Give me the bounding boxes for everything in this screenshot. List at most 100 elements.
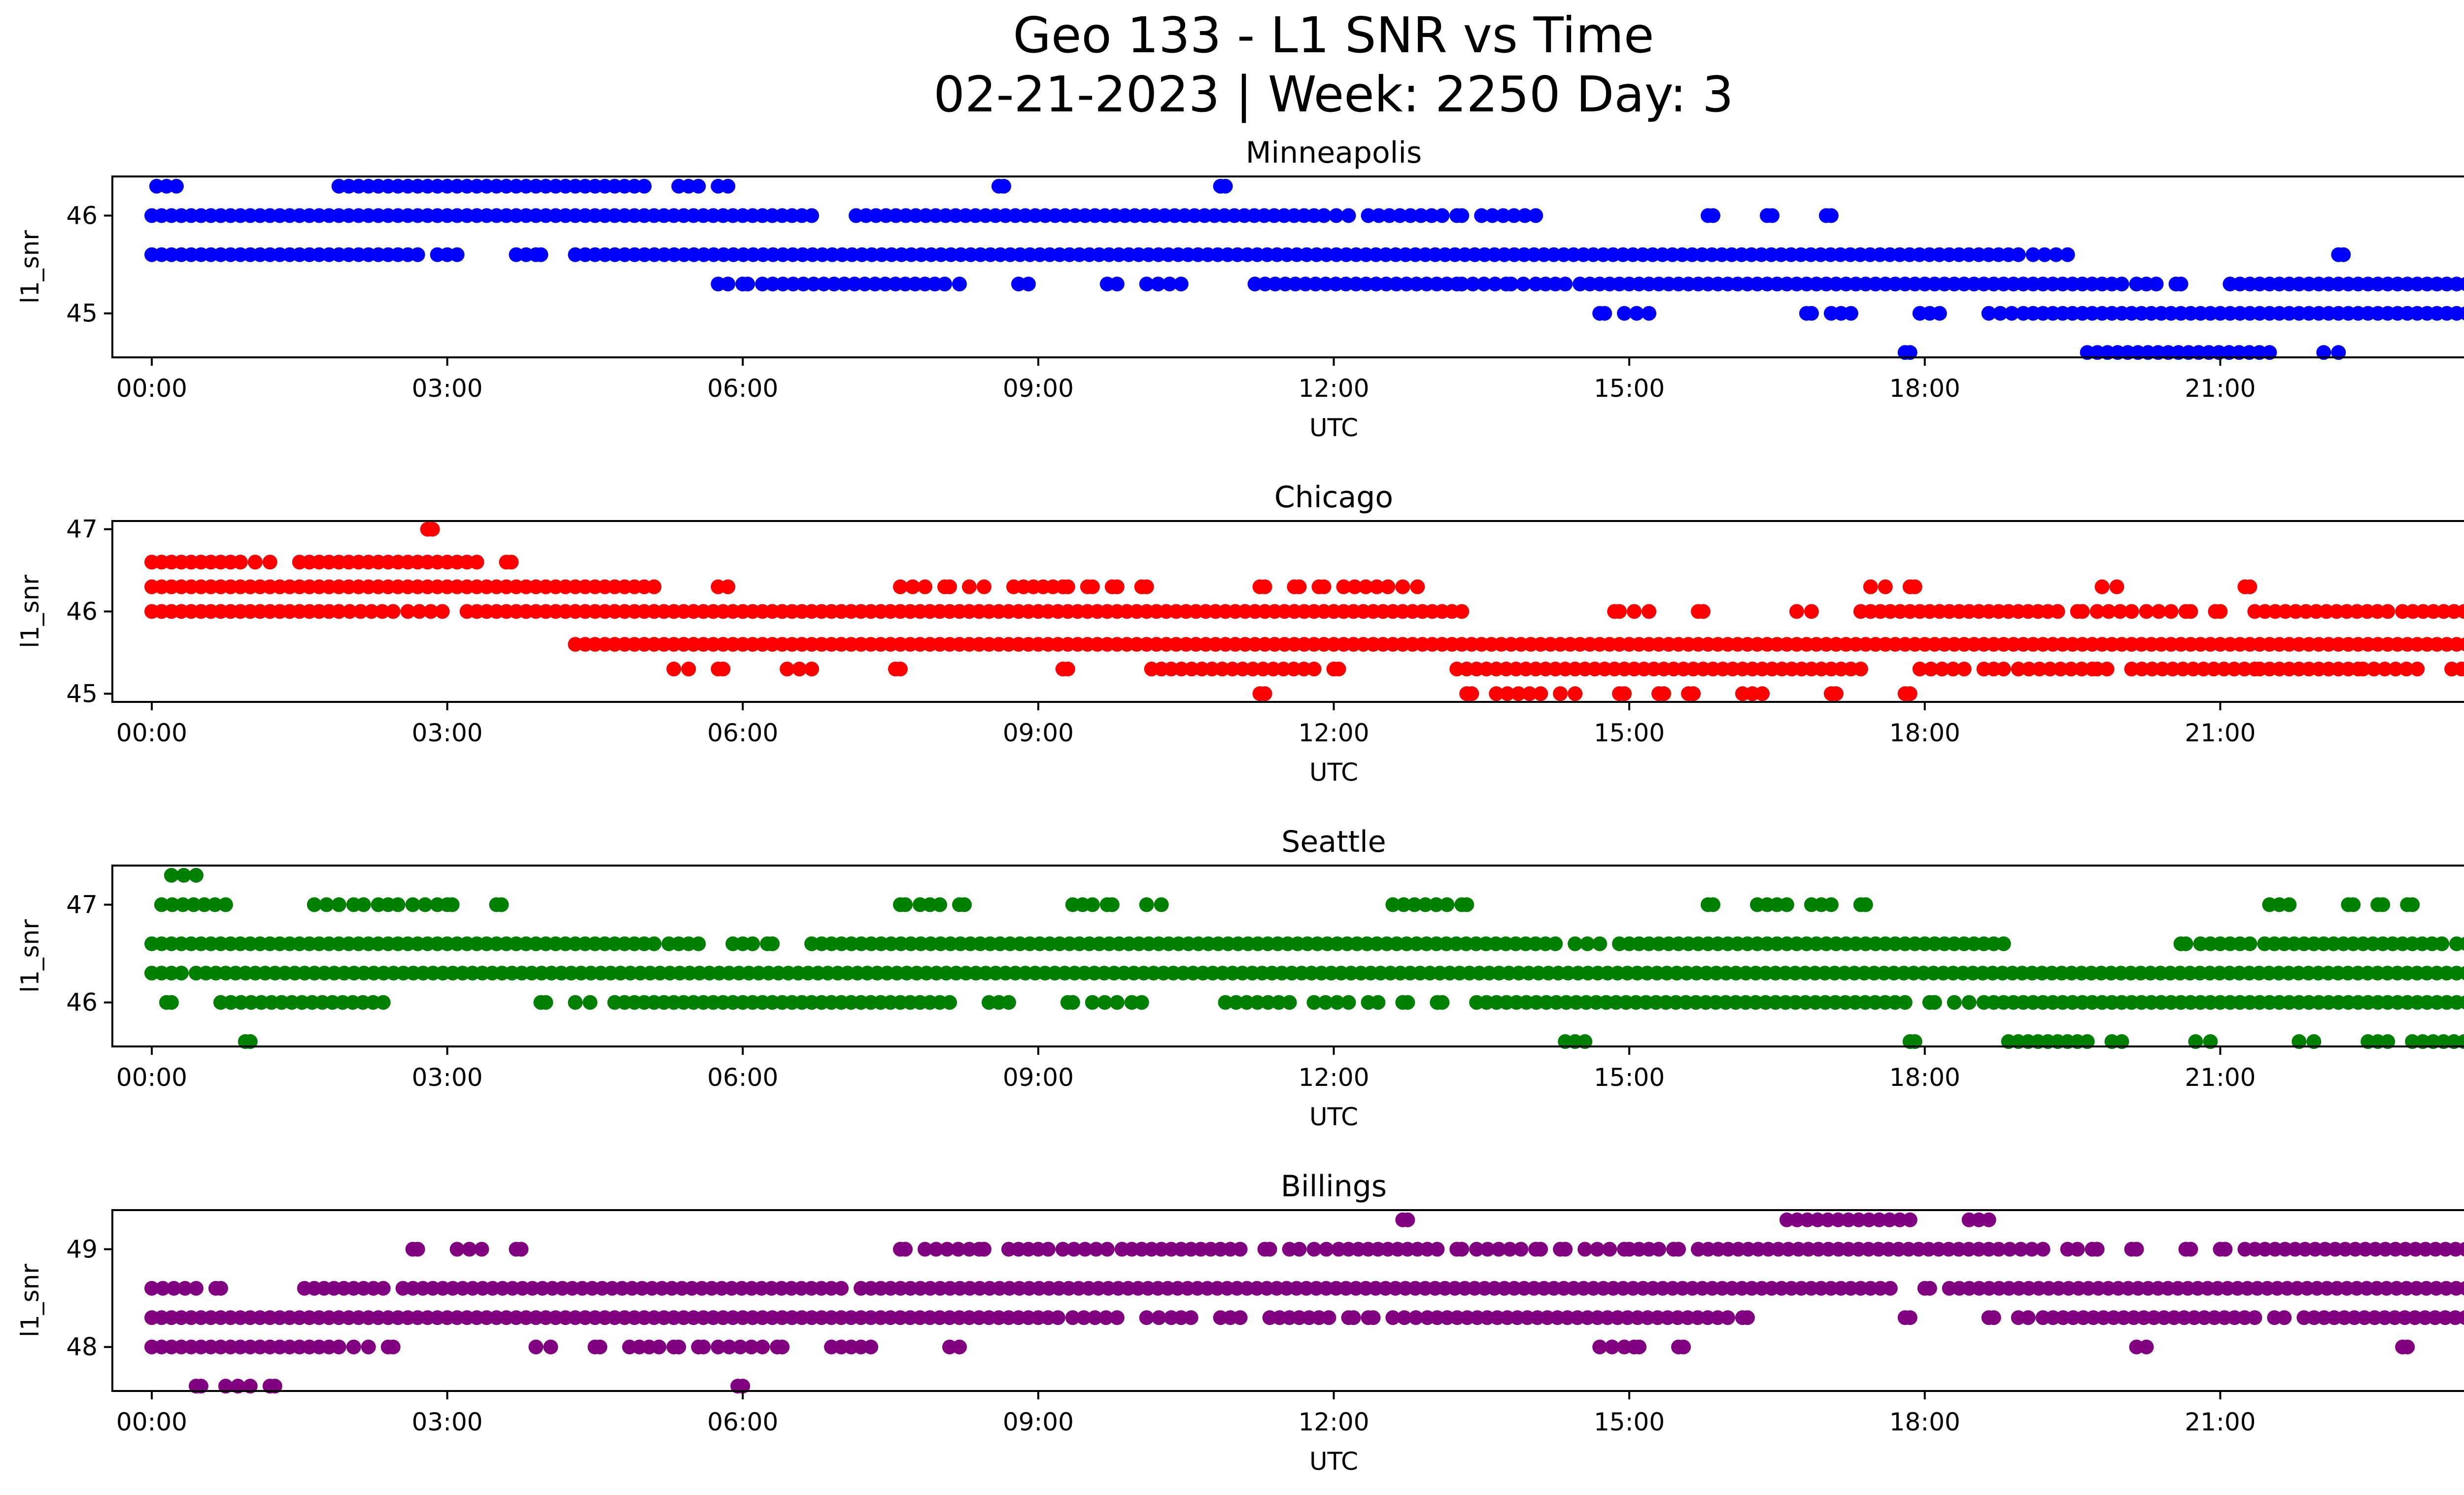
- data-point: [1262, 1242, 1277, 1257]
- data-point: [1298, 277, 1313, 292]
- data-point: [2080, 345, 2095, 360]
- data-point: [1319, 1242, 1334, 1257]
- data-point: [331, 897, 346, 912]
- data-point: [1755, 686, 1770, 701]
- data-point: [2110, 345, 2125, 360]
- data-point: [957, 897, 972, 912]
- data-point: [2377, 661, 2393, 677]
- data-point: [976, 579, 992, 594]
- data-point: [2218, 1242, 2233, 1257]
- y-tick-label: 49: [66, 1235, 98, 1263]
- data-point: [1318, 277, 1333, 292]
- data-point: [166, 1281, 181, 1296]
- data-point: [513, 1242, 529, 1257]
- data-point: [1316, 579, 1332, 594]
- data-point: [1996, 936, 2011, 951]
- data-point: [2094, 579, 2110, 594]
- data-point: [2395, 604, 2410, 619]
- data-point: [932, 897, 947, 912]
- data-point: [1789, 1212, 1805, 1227]
- data-point: [2171, 345, 2186, 360]
- y-tick-label: 46: [66, 988, 98, 1017]
- data-point: [2146, 1310, 2161, 1325]
- data-point: [1306, 661, 1322, 677]
- data-point: [1765, 208, 1780, 223]
- data-point: [952, 277, 967, 292]
- data-point: [952, 1339, 967, 1355]
- data-point: [2188, 1034, 2203, 1049]
- subplot-billings: 00:00 03:00 06:00 09:00 12:00 15:00 18:00 21:00…: [16, 1169, 2464, 1476]
- data-point: [376, 995, 391, 1010]
- x-tick-label: 21:00: [2185, 1408, 2256, 1436]
- data-point: [1399, 277, 1414, 292]
- data-point: [385, 604, 401, 619]
- data-point: [2151, 604, 2166, 619]
- data-point: [2126, 1310, 2141, 1325]
- data-point: [1491, 1242, 1506, 1257]
- data-point: [1232, 1310, 1248, 1325]
- data-point: [1232, 1242, 1248, 1257]
- data-point: [385, 1339, 401, 1355]
- data-point: [2459, 966, 2464, 980]
- data-point: [951, 1242, 966, 1257]
- data-point: [2459, 937, 2464, 951]
- data-point: [533, 247, 548, 262]
- data-point: [1134, 995, 1149, 1010]
- data-point: [1250, 995, 1265, 1010]
- data-point: [1981, 306, 1996, 321]
- data-point: [1060, 579, 1075, 594]
- data-point: [213, 1281, 228, 1296]
- data-point: [592, 1339, 608, 1355]
- data-point: [262, 555, 277, 570]
- data-point: [356, 897, 371, 912]
- data-point: [1347, 579, 1362, 594]
- data-point: [1001, 995, 1016, 1010]
- data-point: [1239, 995, 1254, 1010]
- data-point: [1055, 1242, 1070, 1257]
- data-point: [2226, 661, 2242, 677]
- data-point: [1912, 661, 1927, 677]
- data-point: [376, 1281, 391, 1296]
- data-point: [504, 555, 519, 570]
- data-point: [1996, 661, 2011, 677]
- data-point: [2405, 604, 2421, 619]
- data-point: [175, 897, 191, 912]
- data-point: [1099, 1242, 1115, 1257]
- data-point: [735, 1379, 751, 1394]
- data-point: [775, 1339, 790, 1355]
- data-point: [2050, 604, 2065, 619]
- data-point: [1517, 208, 1533, 223]
- y-axis-label: l1_snr: [16, 1264, 44, 1337]
- data-point: [1907, 579, 1922, 594]
- data-point: [1077, 1242, 1093, 1257]
- data-point: [1533, 1242, 1548, 1257]
- data-point: [1109, 995, 1125, 1010]
- subplot-title: Minneapolis: [1246, 136, 1422, 170]
- data-point: [1686, 686, 1701, 701]
- data-point: [315, 995, 330, 1010]
- data-point: [893, 579, 908, 594]
- data-point: [1392, 208, 1407, 223]
- data-point: [1413, 208, 1429, 223]
- data-point: [1418, 897, 1433, 912]
- data-point: [2035, 1310, 2051, 1325]
- data-point: [637, 178, 652, 194]
- data-point: [647, 579, 662, 594]
- data-point: [1720, 1310, 1735, 1325]
- data-point: [233, 555, 248, 570]
- data-point: [1076, 1310, 1092, 1325]
- data-point: [2316, 345, 2331, 360]
- data-point: [1109, 1310, 1125, 1325]
- data-point: [1400, 1212, 1415, 1227]
- data-point: [1435, 995, 1450, 1010]
- subplot-chicago: 00:00 03:00 06:00 09:00 12:00 15:00 18:00 21:00…: [16, 480, 2464, 787]
- data-point: [893, 661, 908, 677]
- data-point: [1282, 995, 1297, 1010]
- data-point: [207, 897, 223, 912]
- data-point: [1336, 579, 1351, 594]
- data-point: [1218, 178, 1233, 194]
- subplot-panels: 00:00 03:00 06:00 09:00 12:00 15:00 18:00 21:00…: [16, 136, 2464, 1476]
- data-point: [1308, 277, 1323, 292]
- data-point: [284, 995, 300, 1010]
- data-point: [2446, 1034, 2462, 1049]
